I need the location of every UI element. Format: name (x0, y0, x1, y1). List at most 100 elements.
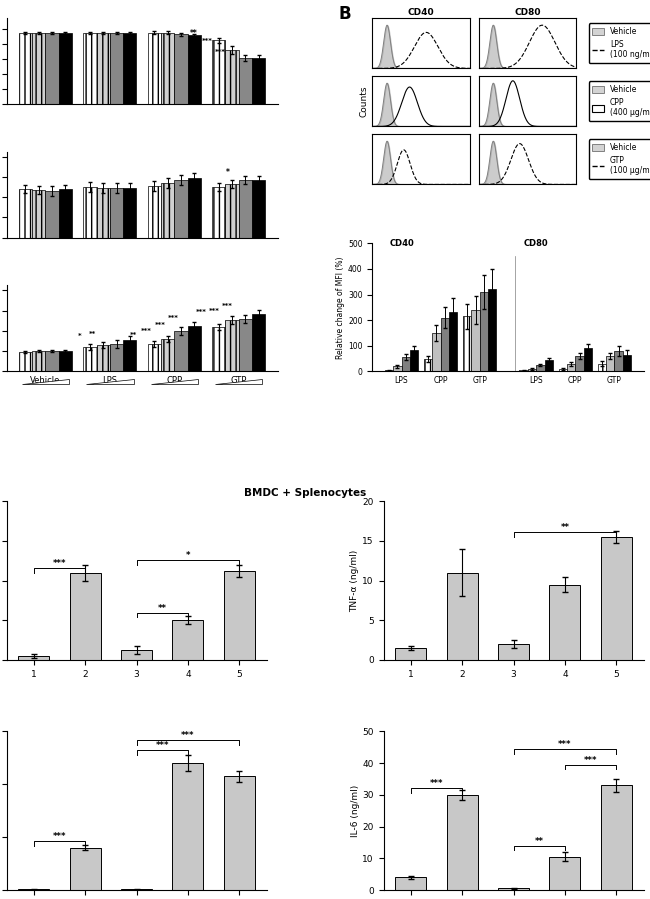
Bar (597, 364, 606, 371)
Bar (161, 33, 174, 104)
Legend: Vehicle, LPS
(100 ng/ml): Vehicle, LPS (100 ng/ml) (589, 23, 650, 63)
Bar (46, 33, 58, 104)
Bar (19, 33, 32, 104)
Bar (488, 289, 497, 371)
Bar (123, 340, 136, 371)
Bar (558, 369, 567, 371)
Text: CD80: CD80 (524, 239, 549, 248)
Title: CD80: CD80 (514, 8, 541, 17)
Bar (121, 650, 152, 660)
Bar (226, 50, 239, 104)
Bar (148, 344, 161, 371)
Text: **: ** (560, 523, 569, 532)
Polygon shape (151, 379, 198, 384)
Y-axis label: Counts: Counts (359, 85, 369, 117)
Bar (32, 190, 46, 237)
Text: B: B (338, 5, 351, 23)
Bar (498, 644, 529, 660)
Bar (212, 40, 226, 104)
Bar (110, 188, 123, 237)
Bar (549, 857, 580, 890)
Bar (83, 187, 96, 237)
Bar (212, 326, 226, 371)
Bar (402, 357, 410, 371)
Bar (172, 763, 203, 890)
Y-axis label: Relative change of MFI (%): Relative change of MFI (%) (336, 256, 345, 359)
Bar (19, 189, 32, 237)
Bar (83, 347, 96, 371)
Bar (148, 186, 161, 237)
Bar (395, 877, 426, 890)
Title: CD40: CD40 (408, 8, 435, 17)
Bar (471, 310, 480, 371)
Bar (96, 33, 110, 104)
Text: ***: *** (209, 307, 220, 314)
Text: ***: *** (181, 731, 194, 740)
Bar (410, 350, 418, 371)
Bar (224, 777, 255, 890)
Bar (148, 33, 161, 104)
Bar (239, 318, 252, 371)
Text: *: * (78, 333, 81, 339)
Bar (449, 313, 458, 371)
Bar (58, 33, 72, 104)
Text: ***: *** (215, 49, 226, 55)
Bar (224, 571, 255, 660)
Bar (252, 314, 265, 371)
Legend: Vehicle, CPP
(400 μg/ml): Vehicle, CPP (400 μg/ml) (589, 81, 650, 121)
Bar (46, 191, 58, 237)
Bar (385, 370, 393, 371)
Text: ***: *** (53, 559, 66, 568)
Bar (614, 351, 623, 371)
Bar (584, 348, 592, 371)
Text: ***: *** (142, 328, 152, 334)
Bar (252, 180, 265, 237)
Bar (447, 795, 478, 890)
Bar (174, 180, 188, 237)
Text: ***: *** (53, 832, 66, 841)
Bar (18, 656, 49, 660)
Bar (212, 187, 226, 237)
Bar (70, 573, 101, 660)
Bar (161, 183, 174, 237)
Bar (441, 317, 449, 371)
Polygon shape (86, 379, 133, 384)
Bar (606, 356, 614, 371)
Bar (498, 888, 529, 890)
Text: **: ** (535, 837, 543, 846)
Text: ***: *** (584, 756, 597, 765)
Bar (174, 331, 188, 371)
Text: ***: *** (168, 315, 179, 321)
Bar (601, 786, 632, 890)
Text: **: ** (89, 331, 96, 337)
Bar (96, 188, 110, 237)
Bar (239, 180, 252, 237)
Bar (226, 184, 239, 237)
Text: ***: *** (430, 779, 443, 788)
Bar (188, 178, 201, 237)
Legend: Vehicle, GTP
(100 μg/ml): Vehicle, GTP (100 μg/ml) (589, 139, 650, 179)
Text: ***: *** (222, 302, 233, 308)
Polygon shape (215, 379, 263, 384)
Bar (46, 352, 58, 371)
Bar (393, 366, 402, 371)
Bar (58, 352, 72, 371)
Bar (252, 58, 265, 104)
Text: *: * (226, 168, 229, 177)
Polygon shape (22, 379, 69, 384)
Bar (123, 33, 136, 104)
Bar (172, 620, 203, 660)
Bar (424, 359, 432, 371)
Y-axis label: TNF-α (ng/ml): TNF-α (ng/ml) (350, 549, 359, 611)
Text: **: ** (158, 604, 166, 613)
Bar (188, 35, 201, 104)
Bar (575, 356, 584, 371)
Text: ***: *** (196, 308, 206, 315)
Text: ***: *** (202, 39, 213, 44)
Bar (188, 325, 201, 371)
Title: BMDC + Splenocytes: BMDC + Splenocytes (244, 488, 367, 498)
Text: *: * (186, 551, 190, 560)
Bar (567, 364, 575, 371)
Bar (463, 316, 471, 371)
Bar (601, 537, 632, 660)
